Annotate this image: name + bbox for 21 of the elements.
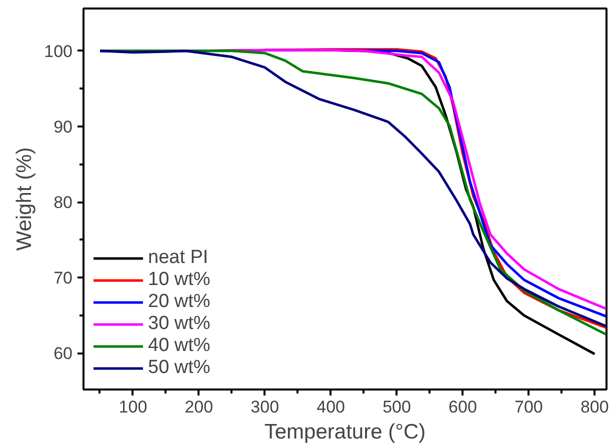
x-axis-title: Temperature (°C) <box>264 420 426 444</box>
x-tick-label: 500 <box>382 398 411 416</box>
y-tick-label: 90 <box>54 117 73 136</box>
x-tick-label: 800 <box>580 398 609 416</box>
x-tick-label: 600 <box>448 398 477 416</box>
x-tick-label: 300 <box>250 398 280 416</box>
legend-label: 20 wt% <box>148 291 210 313</box>
x-tick-label: 700 <box>514 398 543 416</box>
x-tick-label: 100 <box>118 398 148 416</box>
y-tick-label: 80 <box>54 193 73 212</box>
legend-label: 30 wt% <box>148 313 210 335</box>
y-tick-label: 70 <box>54 268 73 288</box>
y-tick-label: 60 <box>54 344 73 364</box>
y-axis-title: Weight (%) <box>13 147 36 251</box>
legend-label: 10 wt% <box>148 269 210 291</box>
legend-label: neat PI <box>148 247 208 269</box>
y-tick-label: 100 <box>44 42 73 61</box>
legend-label: 40 wt% <box>148 335 210 357</box>
x-tick-label: 400 <box>316 398 346 416</box>
legend-label: 50 wt% <box>148 357 210 379</box>
x-tick-label: 200 <box>184 398 214 416</box>
